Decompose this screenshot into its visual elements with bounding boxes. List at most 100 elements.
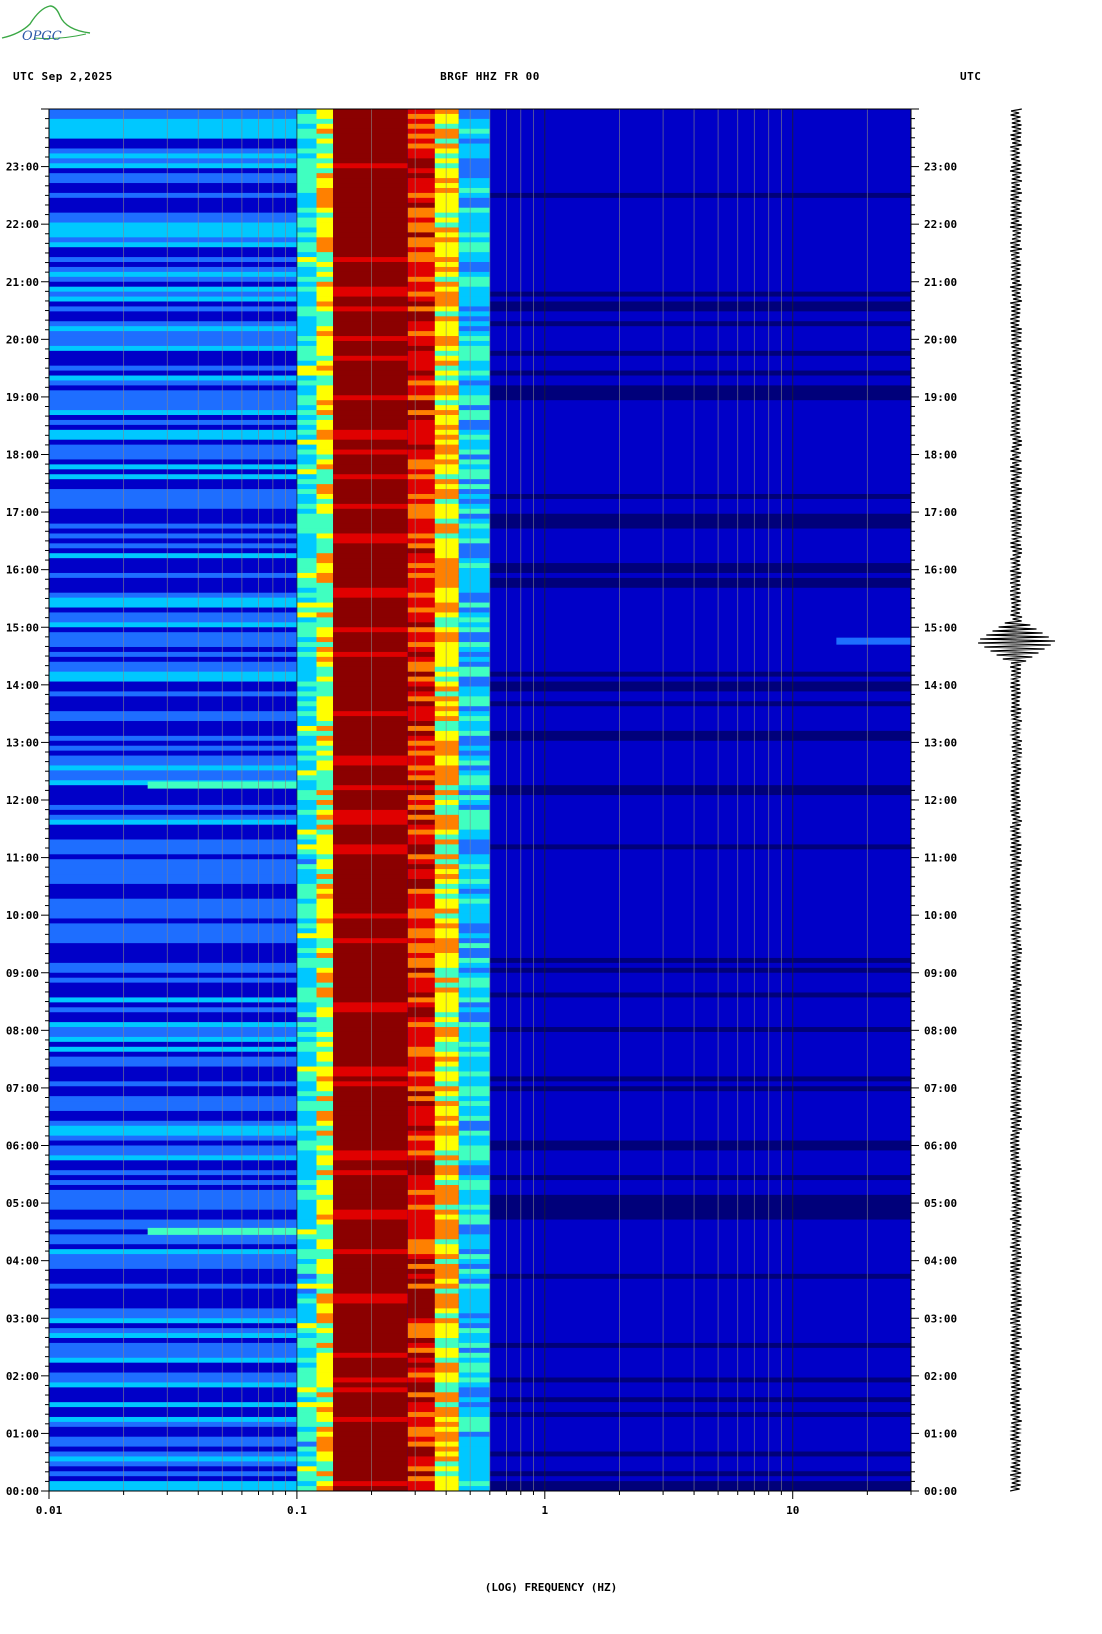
heatmap-cell bbox=[49, 489, 297, 495]
heatmap-cell bbox=[316, 222, 334, 228]
heatmap-cell bbox=[49, 286, 297, 293]
heatmap-cell bbox=[458, 148, 490, 154]
heatmap-cell bbox=[489, 760, 911, 766]
heatmap-cell bbox=[49, 202, 297, 209]
heatmap-cell bbox=[434, 484, 459, 490]
heatmap-cell bbox=[434, 943, 459, 949]
heatmap-cell bbox=[316, 1318, 334, 1324]
heatmap-cell bbox=[489, 1175, 911, 1181]
heatmap-cell bbox=[316, 1194, 334, 1201]
heatmap-cell bbox=[458, 800, 490, 806]
heatmap-cell bbox=[49, 232, 297, 238]
heatmap-cell bbox=[458, 804, 490, 811]
heatmap-cell bbox=[489, 143, 911, 149]
heatmap-cell bbox=[489, 1096, 911, 1102]
heatmap-cell bbox=[316, 429, 334, 436]
heatmap-cell bbox=[434, 829, 459, 835]
heatmap-cell bbox=[489, 1298, 911, 1304]
heatmap-cell bbox=[333, 795, 408, 801]
heatmap-cell bbox=[434, 311, 459, 317]
heatmap-cell bbox=[458, 592, 490, 599]
heatmap-cell bbox=[407, 523, 435, 529]
heatmap-cell bbox=[458, 671, 490, 678]
heatmap-cell bbox=[434, 1180, 459, 1186]
heatmap-cell bbox=[458, 1135, 490, 1141]
heatmap-cell bbox=[49, 563, 297, 569]
heatmap-cell bbox=[407, 340, 435, 347]
heatmap-cell bbox=[333, 1239, 408, 1245]
heatmap-cell bbox=[407, 819, 435, 826]
heatmap-cell bbox=[316, 503, 334, 510]
heatmap-cell bbox=[458, 1328, 490, 1334]
heatmap-cell bbox=[407, 780, 435, 786]
heatmap-cell bbox=[296, 948, 317, 954]
heatmap-cell bbox=[49, 819, 297, 826]
heatmap-cell bbox=[316, 824, 334, 831]
heatmap-cell bbox=[316, 1263, 334, 1270]
heatmap-cell bbox=[434, 553, 459, 559]
heatmap-cell bbox=[333, 760, 408, 766]
heatmap-cell bbox=[296, 824, 317, 831]
heatmap-cell bbox=[316, 459, 334, 465]
heatmap-cell bbox=[458, 735, 490, 742]
heatmap-cell bbox=[316, 217, 334, 223]
heatmap-cell bbox=[458, 1051, 490, 1058]
heatmap-cell bbox=[316, 923, 334, 929]
heatmap-cell bbox=[489, 1125, 911, 1132]
heatmap-cell bbox=[407, 138, 435, 144]
heatmap-cell bbox=[296, 1431, 317, 1438]
heatmap-cell bbox=[458, 814, 490, 821]
heatmap-cell bbox=[316, 775, 334, 781]
heatmap-cell bbox=[333, 735, 408, 742]
heatmap-cell bbox=[333, 607, 408, 613]
heatmap-cell bbox=[458, 1342, 490, 1349]
heatmap-cell bbox=[434, 1125, 459, 1132]
heatmap-cell bbox=[434, 148, 459, 154]
heatmap-cell bbox=[333, 355, 408, 362]
heatmap-cell bbox=[333, 385, 408, 391]
heatmap-cell bbox=[316, 415, 334, 421]
heatmap-cell bbox=[434, 163, 459, 169]
heatmap-cell bbox=[434, 415, 459, 421]
heatmap-cell bbox=[434, 992, 459, 998]
heatmap-cell bbox=[407, 192, 435, 199]
heatmap-cell bbox=[316, 1441, 334, 1447]
heatmap-cell bbox=[49, 1165, 297, 1171]
heatmap-cell bbox=[407, 686, 435, 692]
heatmap-cell bbox=[489, 311, 911, 317]
heatmap-cell bbox=[333, 997, 408, 1003]
heatmap-cell bbox=[458, 1481, 490, 1487]
heatmap-cell bbox=[434, 538, 459, 544]
heatmap-cell bbox=[407, 1451, 435, 1457]
heatmap-cell bbox=[333, 163, 408, 169]
heatmap-cell bbox=[49, 1412, 297, 1418]
heatmap-cell bbox=[407, 1337, 435, 1344]
heatmap-cell bbox=[296, 878, 317, 885]
heatmap-cell bbox=[316, 725, 334, 732]
heatmap-cell bbox=[333, 918, 408, 924]
heatmap-cell bbox=[458, 336, 490, 342]
heatmap-cell bbox=[434, 1130, 459, 1137]
heatmap-cell bbox=[407, 1110, 435, 1117]
heatmap-cell bbox=[296, 508, 317, 515]
heatmap-cell bbox=[316, 528, 334, 534]
heatmap-cell bbox=[333, 1441, 408, 1447]
heatmap-cell bbox=[458, 967, 490, 974]
heatmap-cell bbox=[489, 1377, 911, 1383]
heatmap-cell bbox=[489, 1150, 911, 1156]
heatmap-cell bbox=[489, 484, 911, 490]
heatmap-cell bbox=[434, 656, 459, 663]
heatmap-cell bbox=[434, 1140, 459, 1146]
heatmap-cell bbox=[434, 345, 459, 352]
heatmap-cell bbox=[49, 592, 297, 599]
heatmap-cell bbox=[49, 1184, 297, 1191]
heatmap-cell bbox=[407, 202, 435, 209]
heatmap-cell bbox=[407, 479, 435, 485]
heatmap-cell bbox=[434, 1145, 459, 1151]
heatmap-cell bbox=[434, 908, 459, 914]
heatmap-cell bbox=[407, 1426, 435, 1433]
heatmap-cell bbox=[489, 849, 911, 855]
heatmap-cell bbox=[489, 681, 911, 687]
heatmap-cell bbox=[407, 498, 435, 505]
heatmap-cell bbox=[49, 627, 297, 633]
